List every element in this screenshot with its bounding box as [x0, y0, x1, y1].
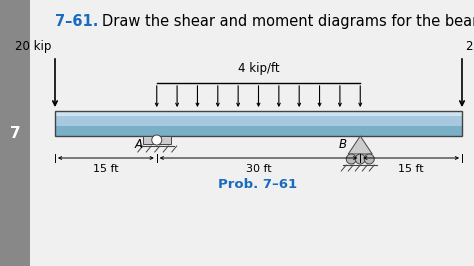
Bar: [55, 111, 462, 116]
Text: 30 ft: 30 ft: [246, 164, 271, 174]
Circle shape: [355, 154, 365, 164]
Text: A: A: [135, 138, 143, 151]
Text: Prob. 7–61: Prob. 7–61: [219, 178, 298, 191]
Circle shape: [152, 135, 162, 145]
Bar: [55, 116, 462, 126]
Text: B: B: [338, 138, 346, 151]
Text: 7: 7: [9, 126, 20, 140]
Text: Draw the shear and moment diagrams for the beam.: Draw the shear and moment diagrams for t…: [102, 14, 474, 29]
Polygon shape: [348, 136, 372, 154]
Text: 4 kip/ft: 4 kip/ft: [237, 62, 279, 75]
Bar: [143, 136, 171, 144]
Circle shape: [364, 154, 374, 164]
Bar: [55, 126, 462, 136]
Bar: [0, 0, 30, 266]
Text: 15 ft: 15 ft: [398, 164, 424, 174]
Text: 20 kip: 20 kip: [15, 40, 51, 53]
Circle shape: [346, 154, 356, 164]
Text: 20 kip: 20 kip: [466, 40, 474, 53]
Text: 7–61.: 7–61.: [55, 14, 99, 29]
Bar: [55, 111, 462, 136]
Text: 15 ft: 15 ft: [93, 164, 118, 174]
